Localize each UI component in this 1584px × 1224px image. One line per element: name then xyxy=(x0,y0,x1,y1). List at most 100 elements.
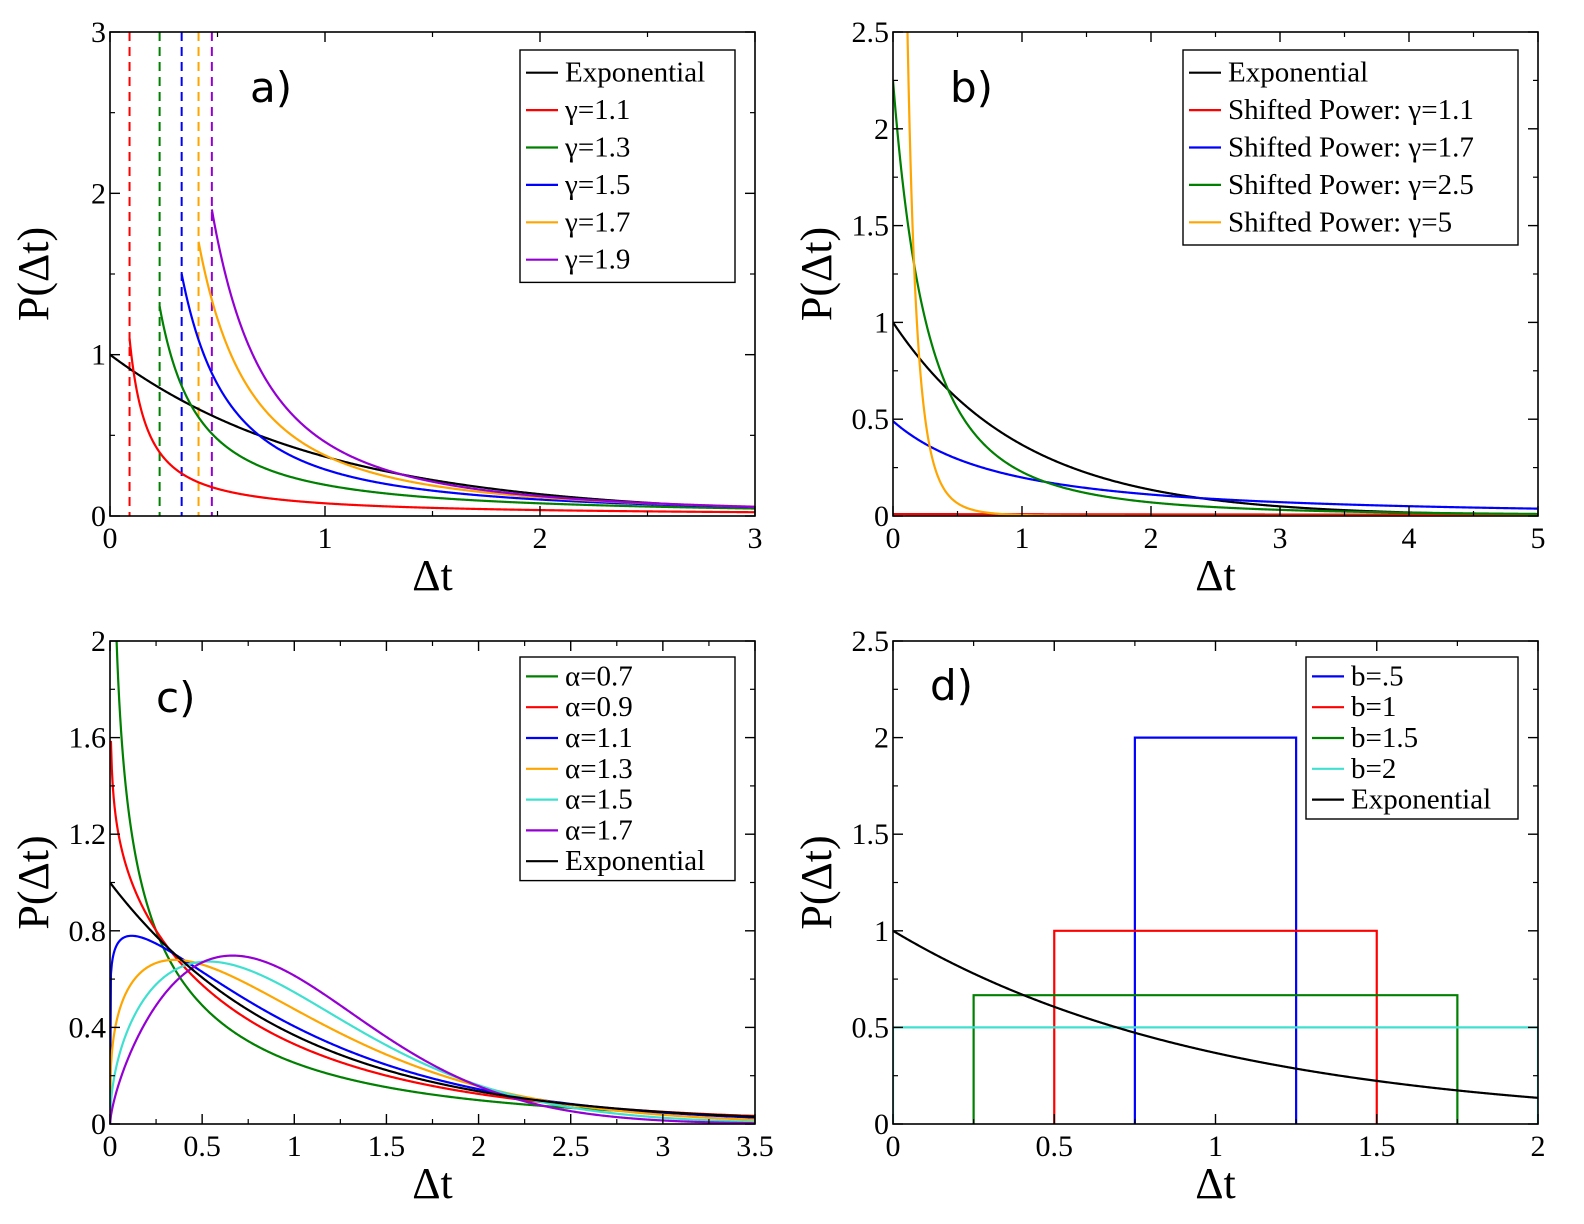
legend-entry: b=.5 xyxy=(1351,660,1404,692)
legend-entry: Exponential xyxy=(565,845,705,877)
y-tick-label: 0 xyxy=(874,1108,889,1141)
y-axis-label: P(Δt) xyxy=(9,227,58,321)
panel-tag: c) xyxy=(156,673,195,722)
legend-entry: b=2 xyxy=(1351,753,1396,785)
y-axis-label: P(Δt) xyxy=(9,835,58,929)
x-axis-label: Δt xyxy=(412,1159,453,1208)
legend-entry: Shifted Power: γ=1.1 xyxy=(1228,94,1474,126)
y-tick-label: 2 xyxy=(91,625,106,658)
panel-d: 0 0.5 1 1.5 2 0 0.5 1 1.5 2 2.5 Δt P(Δt) d) b=.5b=1b=1… xyxy=(792,625,1546,1208)
series-line-6 xyxy=(110,954,755,1124)
x-tick-label: 3.5 xyxy=(736,1130,774,1163)
y-tick-label: 1 xyxy=(91,339,106,372)
x-axis-label: Δt xyxy=(1195,551,1236,600)
y-tick-label: 1.5 xyxy=(852,210,890,243)
legend-entry: Shifted Power: γ=2.5 xyxy=(1228,169,1474,201)
y-tick-label: 0.5 xyxy=(852,1011,890,1044)
y-tick-label: 1.5 xyxy=(852,818,890,851)
y-tick-label: 0 xyxy=(874,500,889,533)
x-tick-label: 3 xyxy=(655,1130,670,1163)
series-line-4 xyxy=(180,273,755,509)
legend-entry: Exponential xyxy=(1351,784,1491,816)
x-tick-label: 1.5 xyxy=(1358,1130,1396,1163)
legend: α=0.7α=0.9α=1.1α=1.3α=1.5α=1.7Exponentia… xyxy=(519,656,736,882)
plot-area-c xyxy=(110,641,755,1124)
legend-entry: γ=1.1 xyxy=(564,94,630,126)
x-tick-label: 2 xyxy=(471,1130,486,1163)
series-line-1 xyxy=(893,321,1538,516)
x-tick-label: 1.5 xyxy=(368,1130,406,1163)
x-tick-label: 1 xyxy=(287,1130,302,1163)
panel-tag: d) xyxy=(930,661,973,710)
x-tick-label: 1 xyxy=(1015,522,1030,555)
series-line-3 xyxy=(972,994,1459,1124)
y-axis-label: P(Δt) xyxy=(792,227,841,321)
y-tick-label: 0 xyxy=(91,500,106,533)
panel-b: 0 1 2 3 4 5 0 0.5 1 1.5 2 2.5 Δt P(Δt) b) Exponential Sh… xyxy=(792,16,1546,600)
series-line-4 xyxy=(893,80,1538,516)
legend-entry: Shifted Power: γ=1.7 xyxy=(1228,132,1474,164)
series-line-3 xyxy=(158,306,755,510)
panel-tag: b) xyxy=(950,63,993,112)
panel-c: 0 0.5 1 1.5 2 2.5 3 3.5 0 0.4 0.8 1.2 1.6 2 Δt P(Δt) c) α… xyxy=(9,625,774,1208)
y-tick-label: 1 xyxy=(874,306,889,339)
legend-entry: Exponential xyxy=(565,57,705,89)
x-tick-label: 0 xyxy=(103,1130,118,1163)
y-tick-label: 0.5 xyxy=(852,403,890,436)
series-line-5 xyxy=(893,929,1538,1099)
series-line-3 xyxy=(110,934,755,1124)
legend-entry: α=1.7 xyxy=(565,814,633,846)
legend-entry: γ=1.3 xyxy=(564,132,630,164)
y-tick-label: 2 xyxy=(874,722,889,755)
x-tick-label: 2.5 xyxy=(552,1130,590,1163)
legend-entry: α=0.9 xyxy=(565,691,633,723)
legend-entry: b=1.5 xyxy=(1351,722,1418,754)
y-axis-label: P(Δt) xyxy=(792,835,841,929)
legend-entry: α=1.1 xyxy=(565,722,633,754)
legend: Exponential Shifted Power: γ=1.1 Shifted P… xyxy=(1182,49,1519,246)
y-tick-label: 1.2 xyxy=(69,818,107,851)
x-tick-label: 0 xyxy=(886,1130,901,1163)
x-tick-label: 3 xyxy=(1273,522,1288,555)
series-line-5 xyxy=(110,960,755,1124)
x-tick-label: 1 xyxy=(1208,1130,1223,1163)
x-tick-label: 2 xyxy=(1531,1130,1546,1163)
series-line-2 xyxy=(128,338,755,514)
series-line-4 xyxy=(893,1026,1538,1124)
x-tick-label: 3 xyxy=(748,522,763,555)
y-tick-label: 1.6 xyxy=(69,722,107,755)
y-tick-label: 0.4 xyxy=(69,1011,107,1044)
legend-entry: α=0.7 xyxy=(565,660,633,692)
legend-entry: Exponential xyxy=(1228,57,1368,89)
legend-entry: γ=1.9 xyxy=(564,244,630,276)
y-tick-label: 3 xyxy=(91,16,106,49)
x-tick-label: 0.5 xyxy=(1036,1130,1074,1163)
series-line-3 xyxy=(893,420,1538,510)
x-axis-label: Δt xyxy=(1195,1159,1236,1208)
legend-entry: Shifted Power: γ=5 xyxy=(1228,206,1452,238)
x-tick-label: 0.5 xyxy=(183,1130,221,1163)
legend-entry: α=1.5 xyxy=(565,784,633,816)
y-tick-label: 2 xyxy=(91,177,106,210)
legend: Exponential γ=1.1 γ=1.3 γ=1.5 γ=1.7 γ=1.9 xyxy=(519,49,736,284)
y-tick-label: 0.8 xyxy=(69,915,107,948)
series-line-6 xyxy=(210,209,755,508)
x-tick-label: 2 xyxy=(1144,522,1159,555)
x-tick-label: 5 xyxy=(1531,522,1546,555)
x-tick-label: 0 xyxy=(103,522,118,555)
series-line-7 xyxy=(110,881,755,1118)
legend-entry: b=1 xyxy=(1351,691,1396,723)
x-tick-label: 4 xyxy=(1402,522,1417,555)
y-tick-label: 2.5 xyxy=(852,16,890,49)
legend-box xyxy=(519,49,736,284)
legend-entry: γ=1.5 xyxy=(564,169,630,201)
x-axis-label: Δt xyxy=(412,551,453,600)
y-tick-label: 2 xyxy=(874,113,889,146)
series-line-4 xyxy=(110,958,755,1124)
legend-entry: α=1.3 xyxy=(565,753,633,785)
y-tick-label: 1 xyxy=(874,915,889,948)
y-tick-label: 2.5 xyxy=(852,625,890,658)
legend-box xyxy=(1182,49,1519,246)
